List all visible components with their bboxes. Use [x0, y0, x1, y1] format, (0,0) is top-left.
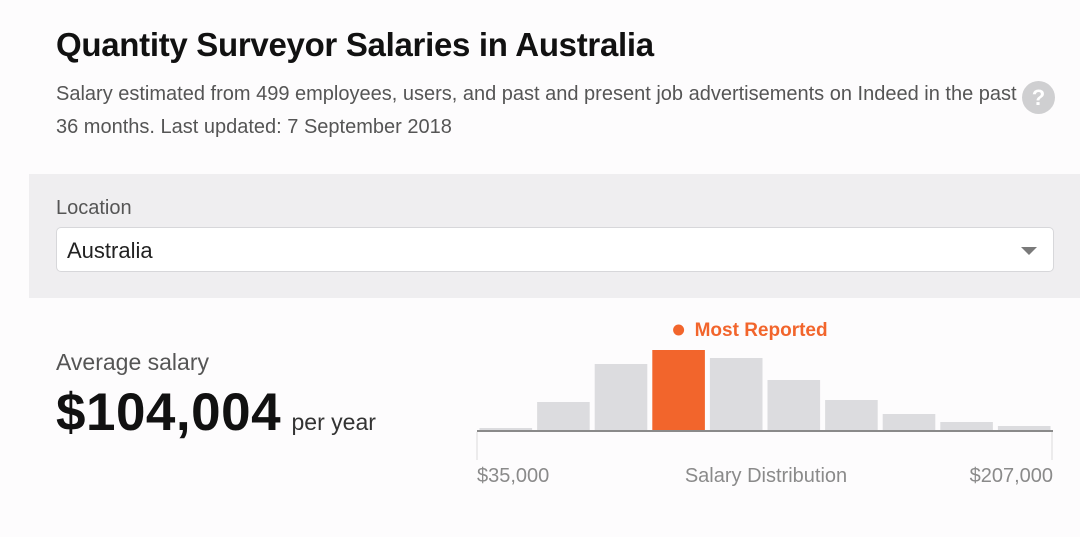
histogram-bar — [709, 358, 763, 430]
histogram-bar — [479, 428, 533, 430]
location-label: Location — [56, 197, 132, 219]
average-salary-unit: per year — [291, 409, 376, 435]
salary-description: Salary estimated from 499 employees, use… — [56, 83, 1017, 138]
average-salary-label: Average salary — [56, 349, 209, 375]
x-axis-min-label: $35,000 — [477, 465, 549, 487]
x-axis-max-label: $207,000 — [970, 465, 1053, 487]
histogram-bar — [882, 414, 936, 430]
page-title: Quantity Surveyor Salaries in Australia — [56, 26, 654, 63]
histogram-bar-most-reported — [652, 350, 705, 430]
location-dropdown[interactable]: Australia — [56, 227, 1054, 272]
location-selected-value: Australia — [67, 238, 153, 263]
location-panel: Location Australia — [29, 174, 1080, 298]
histogram-bar — [594, 364, 648, 430]
histogram-bar — [767, 380, 821, 430]
histogram-bar — [997, 426, 1051, 430]
chevron-down-icon — [1021, 247, 1037, 255]
most-reported-label: Most Reported — [695, 320, 828, 341]
most-reported-dot-icon — [673, 324, 685, 336]
histogram-bar — [537, 402, 590, 430]
question-mark-icon[interactable]: ? — [1022, 81, 1055, 114]
histogram-bar — [940, 422, 993, 430]
average-salary-value: $104,004 — [56, 383, 282, 442]
histogram-bar — [825, 400, 878, 430]
average-salary: $104,004 per year — [56, 382, 376, 443]
x-axis-title: Salary Distribution — [685, 465, 847, 487]
